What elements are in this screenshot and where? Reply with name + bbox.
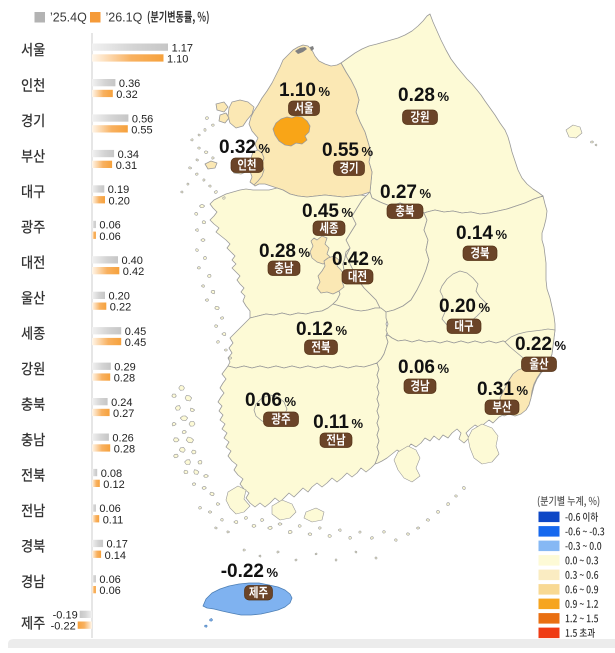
svg-text:0.28: 0.28 (114, 444, 135, 456)
svg-text:0.20: 0.20 (439, 296, 476, 317)
svg-text:%: % (517, 383, 529, 398)
svg-text:1.10: 1.10 (167, 54, 188, 66)
svg-text:’26.1Q: ’26.1Q (106, 11, 143, 25)
svg-text:0.20: 0.20 (109, 291, 130, 303)
svg-text:0.22: 0.22 (110, 302, 131, 314)
svg-text:%: % (336, 323, 348, 338)
svg-text:%: % (420, 186, 432, 201)
svg-text:0.06: 0.06 (99, 574, 120, 586)
svg-text:%: % (267, 565, 279, 580)
svg-text:0.55: 0.55 (131, 124, 152, 136)
svg-text:0.06: 0.06 (99, 231, 120, 243)
svg-text:0.11: 0.11 (103, 514, 124, 526)
svg-text:0.42: 0.42 (123, 266, 144, 278)
svg-text:%: % (362, 144, 374, 159)
svg-text:%: % (319, 84, 331, 99)
svg-text:0.14: 0.14 (456, 223, 493, 244)
svg-text:0.28: 0.28 (114, 373, 135, 385)
svg-text:0.06: 0.06 (245, 390, 282, 411)
svg-text:0.36: 0.36 (119, 78, 140, 90)
svg-text:0.06: 0.06 (99, 220, 120, 232)
svg-text:0.27: 0.27 (380, 182, 417, 203)
svg-text:0.24: 0.24 (111, 397, 132, 409)
svg-text:0.40: 0.40 (122, 255, 143, 267)
svg-text:0.12: 0.12 (296, 319, 333, 340)
svg-text:%: % (285, 394, 297, 409)
svg-text:0.31: 0.31 (116, 160, 137, 172)
svg-text:0.06: 0.06 (99, 585, 120, 597)
svg-text:0.17: 0.17 (107, 539, 128, 551)
svg-text:0.34: 0.34 (118, 149, 139, 161)
svg-text:0.28: 0.28 (398, 85, 435, 106)
svg-text:0.55: 0.55 (322, 140, 359, 161)
svg-text:0.45: 0.45 (302, 201, 339, 222)
svg-text:0.27: 0.27 (113, 408, 134, 420)
svg-text:1.10: 1.10 (279, 80, 316, 101)
svg-text:0.28: 0.28 (259, 241, 296, 262)
svg-text:0.32: 0.32 (116, 89, 137, 101)
svg-text:0.31: 0.31 (477, 379, 514, 400)
svg-text:0.11: 0.11 (313, 412, 349, 433)
svg-text:0.06: 0.06 (398, 357, 435, 378)
svg-text:0.32: 0.32 (219, 137, 256, 158)
svg-text:%: % (372, 253, 384, 268)
svg-text:0.22: 0.22 (515, 334, 552, 355)
svg-text:0.45: 0.45 (125, 337, 146, 349)
svg-text:0.12: 0.12 (103, 479, 124, 491)
svg-text:’25.4Q: ’25.4Q (50, 11, 87, 25)
svg-text:-0.19: -0.19 (53, 610, 78, 622)
svg-text:%: % (259, 141, 271, 156)
svg-text:%: % (342, 205, 354, 220)
svg-text:-0.22: -0.22 (221, 561, 264, 582)
svg-text:%: % (438, 361, 450, 376)
svg-text:%: % (438, 89, 450, 104)
svg-text:0.45: 0.45 (125, 326, 146, 338)
svg-text:0.14: 0.14 (105, 550, 126, 562)
svg-text:0.26: 0.26 (112, 432, 133, 444)
svg-text:-0.22: -0.22 (51, 621, 76, 633)
svg-text:0.08: 0.08 (101, 468, 122, 480)
svg-text:%: % (299, 245, 311, 260)
svg-text:0.42: 0.42 (332, 249, 369, 270)
svg-text:1.17: 1.17 (172, 42, 193, 54)
svg-text:%: % (496, 227, 508, 242)
svg-text:0.29: 0.29 (114, 361, 135, 373)
svg-text:0.19: 0.19 (108, 184, 129, 196)
svg-text:%: % (555, 338, 567, 353)
svg-text:0.20: 0.20 (109, 195, 130, 207)
svg-text:%: % (352, 416, 364, 431)
svg-text:0.56: 0.56 (132, 113, 153, 125)
svg-text:0.06: 0.06 (99, 503, 120, 515)
svg-text:%: % (479, 300, 491, 315)
